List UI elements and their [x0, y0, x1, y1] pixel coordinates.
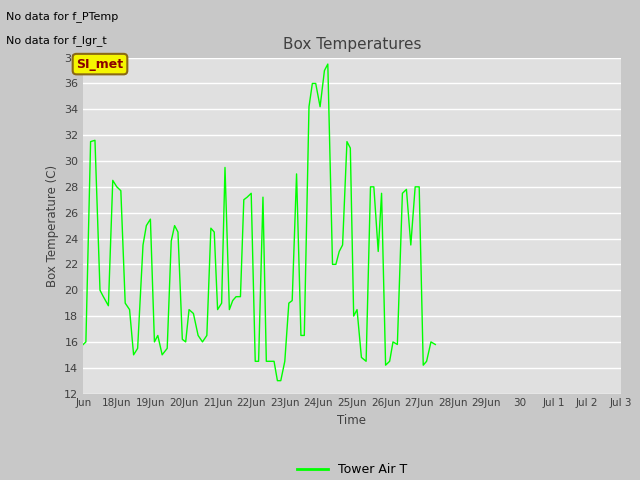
- Legend: Tower Air T: Tower Air T: [292, 458, 412, 480]
- Text: SI_met: SI_met: [76, 58, 124, 71]
- Y-axis label: Box Temperature (C): Box Temperature (C): [45, 165, 58, 287]
- Text: No data for f_PTemp: No data for f_PTemp: [6, 11, 118, 22]
- Title: Box Temperatures: Box Temperatures: [283, 37, 421, 52]
- Text: No data for f_lgr_t: No data for f_lgr_t: [6, 35, 107, 46]
- X-axis label: Time: Time: [337, 414, 367, 427]
